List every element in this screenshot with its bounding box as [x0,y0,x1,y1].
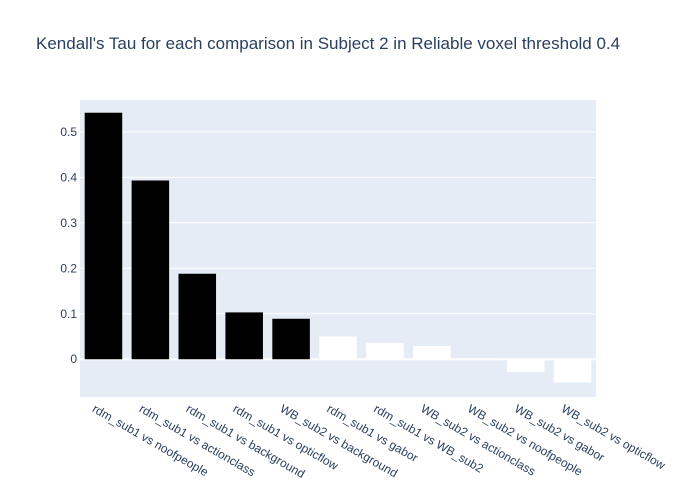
chart-title: Kendall's Tau for each comparison in Sub… [36,34,621,53]
bar [459,358,498,360]
y-tick-label: 0.3 [60,216,77,230]
y-tick-label: 0.4 [60,170,77,184]
y-tick-label: 0.2 [60,261,77,275]
bar [366,342,404,360]
bar [84,112,123,360]
y-axis-ticks: 0 0.1 0.2 0.3 0.4 0.5 [60,125,77,366]
bar [178,273,217,360]
bar [413,346,451,360]
bar [553,359,592,383]
y-tick-label: 0 [70,352,77,366]
y-tick-label: 0.5 [60,125,77,139]
bar [131,180,170,360]
bar [225,312,263,360]
bar [506,359,545,372]
y-tick-label: 0.1 [60,307,77,321]
bar [319,336,357,360]
bar [272,318,310,360]
bars [84,112,592,383]
